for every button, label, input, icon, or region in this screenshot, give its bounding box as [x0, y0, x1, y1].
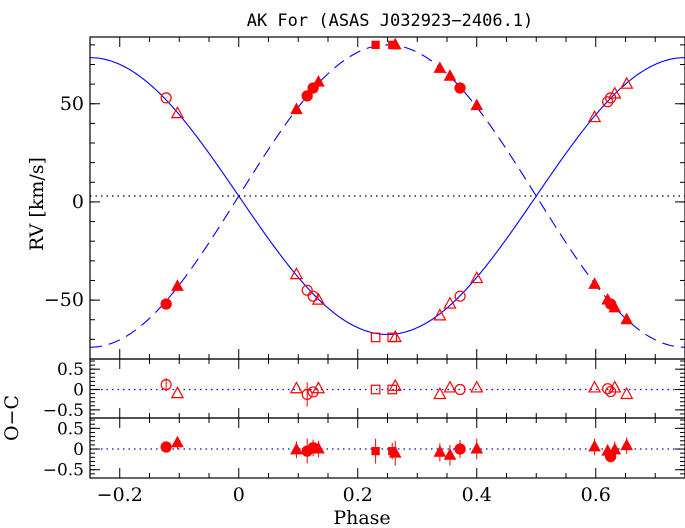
- resid-primary-ticks: −0.500.5: [43, 359, 685, 421]
- resid-secondary-point: [454, 443, 466, 455]
- resid-secondary-point: [388, 446, 402, 458]
- y-axis-label: RV [km/s]: [26, 157, 48, 251]
- secondary-rv-point: [433, 61, 447, 73]
- primary-rv-point: [620, 76, 634, 89]
- resid-secondary-point: [608, 442, 622, 455]
- secondary-rv-point: [620, 312, 633, 325]
- resid-primary-ytick-label: −0.5: [43, 401, 84, 421]
- resid-secondary-point: [433, 445, 447, 457]
- resid-primary-point: [587, 380, 602, 393]
- primary-rv-point: [160, 92, 172, 104]
- resid-secondary-ticks: −0.500.5−0.2 0 0.2 0.4 0.6: [43, 418, 685, 506]
- resid-secondary-point: [371, 446, 380, 456]
- primary-rv-point: [370, 332, 381, 343]
- primary-rv-point: [443, 296, 457, 309]
- resid-secondary-point: [443, 448, 457, 460]
- resid-primary-point: [370, 384, 381, 395]
- main-ticks: −50 0 50: [44, 37, 685, 360]
- primary-rv-point: [388, 329, 402, 343]
- resid-secondary-point: [470, 441, 484, 454]
- main-ytick-label: 0: [72, 191, 84, 213]
- secondary-rv-point: [290, 102, 303, 115]
- main-ytick-label: −50: [44, 289, 84, 311]
- x-tick-label: 0.6: [581, 484, 611, 506]
- resid-primary-point: [602, 383, 614, 395]
- secondary-rv-point: [588, 277, 601, 289]
- resid-primary-point: [160, 379, 172, 391]
- resid-primary-point: [307, 386, 319, 398]
- resid-secondary-ytick-label: 0.5: [57, 419, 84, 439]
- resid-primary-point: [454, 383, 466, 396]
- primary-rv-point: [454, 290, 466, 302]
- resid-secondary-point: [312, 441, 325, 454]
- resid-primary-point: [311, 381, 326, 394]
- resid-secondary-ytick-label: 0: [73, 440, 84, 460]
- resid-primary-point: [289, 381, 304, 394]
- resid-secondary-point: [160, 441, 172, 453]
- secondary-rv-point: [371, 40, 380, 50]
- resid-primary-point: [301, 388, 313, 400]
- secondary-rv-point: [443, 69, 457, 81]
- primary-rv-point: [289, 267, 304, 280]
- x-tick-label: 0.4: [462, 484, 492, 506]
- model-curve-secondary: [90, 44, 685, 348]
- x-axis-label: Phase: [333, 507, 390, 528]
- primary-rv-point: [311, 292, 326, 305]
- primary-rv-point: [608, 86, 622, 99]
- secondary-rv-point: [388, 37, 402, 50]
- resid-secondary-point: [290, 442, 303, 455]
- secondary-rv-point: [454, 82, 466, 94]
- resid-primary-point: [388, 378, 402, 391]
- resid-primary-point: [443, 380, 457, 393]
- resid-primary-point: [620, 386, 634, 400]
- resid-primary-content: [90, 378, 685, 407]
- residual-axis-label: O−C: [1, 395, 23, 441]
- secondary-rv-point: [608, 300, 622, 313]
- primary-rv-point: [170, 106, 185, 119]
- main-panel-frame: [89, 36, 685, 360]
- main-ytick-label: 50: [60, 93, 84, 115]
- secondary-rv-point: [312, 75, 325, 87]
- resid-primary-point: [608, 380, 622, 393]
- primary-rv-point: [301, 284, 313, 296]
- secondary-rv-point: [160, 298, 172, 310]
- primary-rv-point: [433, 308, 447, 321]
- x-tick-label: 0.2: [343, 484, 373, 506]
- resid-primary-ytick-label: 0: [73, 381, 84, 401]
- resid-secondary-ytick-label: −0.5: [43, 461, 84, 481]
- resid-primary-point: [433, 386, 447, 400]
- chart-title: AK For (ASAS J032923−2406.1): [247, 11, 534, 31]
- resid-secondary-content: [90, 435, 685, 466]
- primary-rv-point: [587, 109, 602, 123]
- resid-primary-ytick-label: 0.5: [57, 360, 84, 380]
- primary-rv-point: [307, 290, 319, 302]
- secondary-rv-point: [171, 279, 184, 291]
- resid-primary-point: [470, 380, 484, 393]
- resid-primary-point: [170, 386, 185, 399]
- resid-secondary-point: [620, 438, 633, 451]
- resid-secondary-point: [171, 435, 184, 448]
- secondary-rv-point: [470, 98, 484, 111]
- resid-secondary-point: [588, 439, 601, 452]
- x-tick-label: 0: [233, 484, 245, 506]
- primary-rv-point: [470, 270, 484, 284]
- x-tick-label: −0.2: [97, 484, 143, 506]
- main-panel-content: [90, 37, 685, 348]
- secondary-rv-point: [301, 90, 313, 102]
